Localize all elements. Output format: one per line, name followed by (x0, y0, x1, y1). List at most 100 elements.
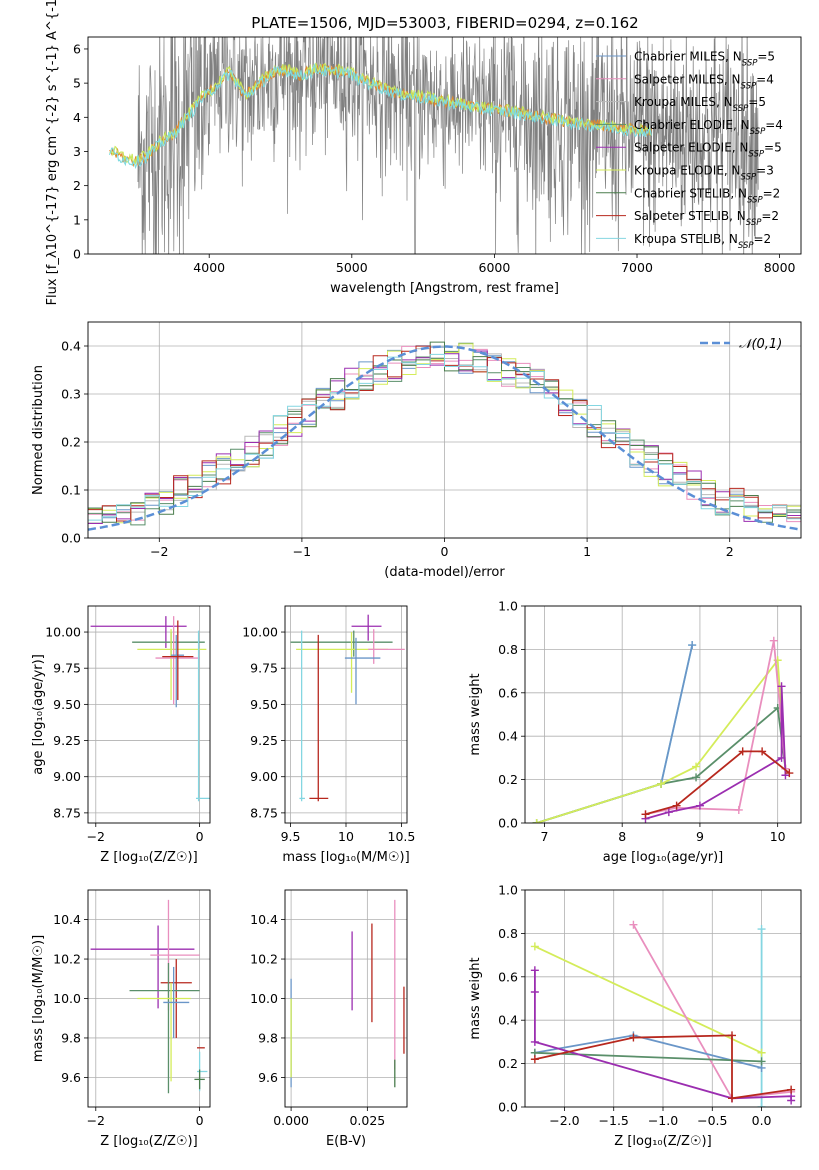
legend-count: =5 (757, 50, 775, 64)
y-tick-label: 9.6 (258, 1070, 278, 1085)
legend-subscript: SSP (741, 173, 757, 183)
legend-subscript: SSP (741, 81, 757, 91)
mass-weight-marker (777, 682, 786, 691)
x-axis-label: Z [log₁₀(Z/Z☉)] (100, 850, 197, 865)
y-tick-label: 9.8 (258, 1030, 278, 1045)
mass-weight-marker (757, 925, 766, 934)
gaussian-curve (88, 345, 801, 531)
x-axis-label: wavelength [Angstrom, rest frame] (330, 281, 559, 296)
axes-frame (524, 605, 802, 824)
y-tick-label: 9.75 (250, 661, 278, 676)
legend-count: =5 (748, 95, 766, 109)
y-tick-label: 10.2 (53, 952, 81, 967)
y-axis-label: mass weight (468, 957, 483, 1039)
legend-count: =4 (756, 72, 774, 86)
age-vs-metallicity-panel: −2 0 8.75 9.00 9.25 9.50 9.75 10.00 Z [log₁₀(Z/Z… (31, 605, 211, 865)
x-tick-label: −1 (293, 544, 311, 559)
plot-area (290, 614, 405, 802)
mass-weight-marker (787, 1096, 796, 1105)
mass-weight-marker (530, 987, 539, 996)
y-tick-label: 8.75 (250, 805, 278, 820)
x-tick-label: −1.0 (648, 1113, 678, 1128)
mass-weight-marker (692, 773, 701, 782)
legend-subscript: SSP (748, 150, 764, 160)
x-tick-label: 0.0 (752, 1113, 772, 1128)
x-tick-label: 7000 (621, 260, 653, 275)
x-tick-label: 8 (618, 829, 626, 844)
y-tick-label: 10.00 (45, 625, 81, 640)
axes-frame (87, 889, 211, 1108)
legend-count: =5 (764, 141, 782, 155)
x-tick-label: 7 (540, 829, 548, 844)
y-tick-label: 8.75 (53, 805, 81, 820)
mass-weight-line (536, 644, 694, 823)
x-axis-label: Z [log₁₀(Z/Z☉)] (614, 1134, 711, 1149)
x-tick-label: 10 (770, 829, 786, 844)
legend-count: =2 (754, 232, 772, 246)
x-tick-label: −2 (150, 544, 168, 559)
mass-vs-metallicity-panel: −2 0 9.6 9.8 10.0 10.2 10.4 Z [log₁₀(Z/Z☉)] mass… (31, 889, 211, 1149)
axes-frame (87, 36, 802, 255)
x-tick-label: 0.025 (349, 1113, 385, 1128)
y-tick-label: 9.00 (53, 769, 81, 784)
x-tick-label: −2.0 (549, 1113, 579, 1128)
y-tick-label: 9.25 (53, 733, 81, 748)
y-tick-label: 10.0 (53, 991, 81, 1006)
y-tick-label: 0.1 (61, 483, 81, 498)
plot-area (530, 920, 796, 1107)
plot-area (290, 899, 405, 1088)
mass-weight-marker (758, 747, 767, 756)
legend-count: =2 (761, 209, 779, 223)
mass-weight-marker (688, 641, 697, 650)
mass-weight-marker (641, 810, 650, 819)
x-axis-label: Z [log₁₀(Z/Z☉)] (100, 1134, 197, 1149)
y-tick-label: 0.6 (498, 685, 518, 700)
mass-weight-marker (530, 1055, 539, 1064)
x-tick-label: 1 (583, 544, 591, 559)
x-tick-label: 6000 (479, 260, 511, 275)
plot-area (108, 37, 759, 254)
x-tick-label: 2 (726, 544, 734, 559)
y-tick-label: 0.0 (498, 816, 518, 831)
mass-weight-marker (728, 1094, 736, 1103)
mass-weight-marker (787, 1085, 796, 1094)
figure-title: PLATE=1506, MJD=53003, FIBERID=0294, z=0… (251, 14, 638, 32)
x-tick-label: 10 (338, 829, 354, 844)
mass-weight-marker (629, 920, 638, 929)
histogram-step-line (88, 353, 801, 521)
residuals-panel: −2 −1 0 1 2 0.0 0.1 0.2 0.3 0.4 𝒩(0,1) (data-model)… (31, 321, 802, 580)
mass-weight-vs-age-panel: 7 8 9 10 0.0 0.2 0.4 0.6 0.8 1.0 age [log₁₀(age/yr… (468, 599, 802, 865)
y-tick-label: 9.50 (250, 697, 278, 712)
y-tick-label: 9.8 (61, 1030, 81, 1045)
spectrum-panel: 4000 5000 6000 7000 8000 0 1 2 3 4 5 6 Chabrier MILE… (45, 0, 802, 305)
mass-weight-marker (738, 747, 747, 756)
x-tick-label: 0 (196, 829, 204, 844)
mass-weight-marker (695, 801, 704, 810)
y-tick-label: 1.0 (498, 599, 518, 614)
mass-weight-line (645, 640, 787, 816)
mass-weight-marker (672, 801, 681, 810)
x-axis-label: (data-model)/error (384, 565, 505, 580)
x-tick-label: 9 (696, 829, 704, 844)
y-tick-label: 9.75 (53, 661, 81, 676)
plot-area (532, 636, 794, 823)
y-tick-label: 2 (73, 178, 81, 193)
y-tick-label: 0.4 (61, 339, 81, 354)
x-tick-label: −2 (87, 1113, 105, 1128)
y-axis-label: mass weight (468, 673, 483, 755)
mass-weight-marker (532, 819, 541, 823)
y-tick-label: 10.2 (250, 952, 278, 967)
mass-weight-marker (785, 769, 794, 778)
legend-label: Chabrier MILES, NSSP=5 (634, 50, 775, 69)
legend-label: 𝒩(0,1) (739, 337, 782, 352)
x-axis-label: mass [log₁₀(M/M☉)] (282, 850, 409, 865)
mass-weight-marker (664, 808, 673, 817)
x-tick-label: −0.5 (697, 1113, 727, 1128)
mass-weight-marker (692, 762, 701, 771)
mass-weight-line (536, 657, 787, 823)
y-tick-label: 0.4 (498, 1013, 518, 1028)
axes-frame (524, 889, 802, 1108)
legend-subscript: SSP (733, 104, 749, 114)
mass-weight-marker (530, 942, 539, 951)
